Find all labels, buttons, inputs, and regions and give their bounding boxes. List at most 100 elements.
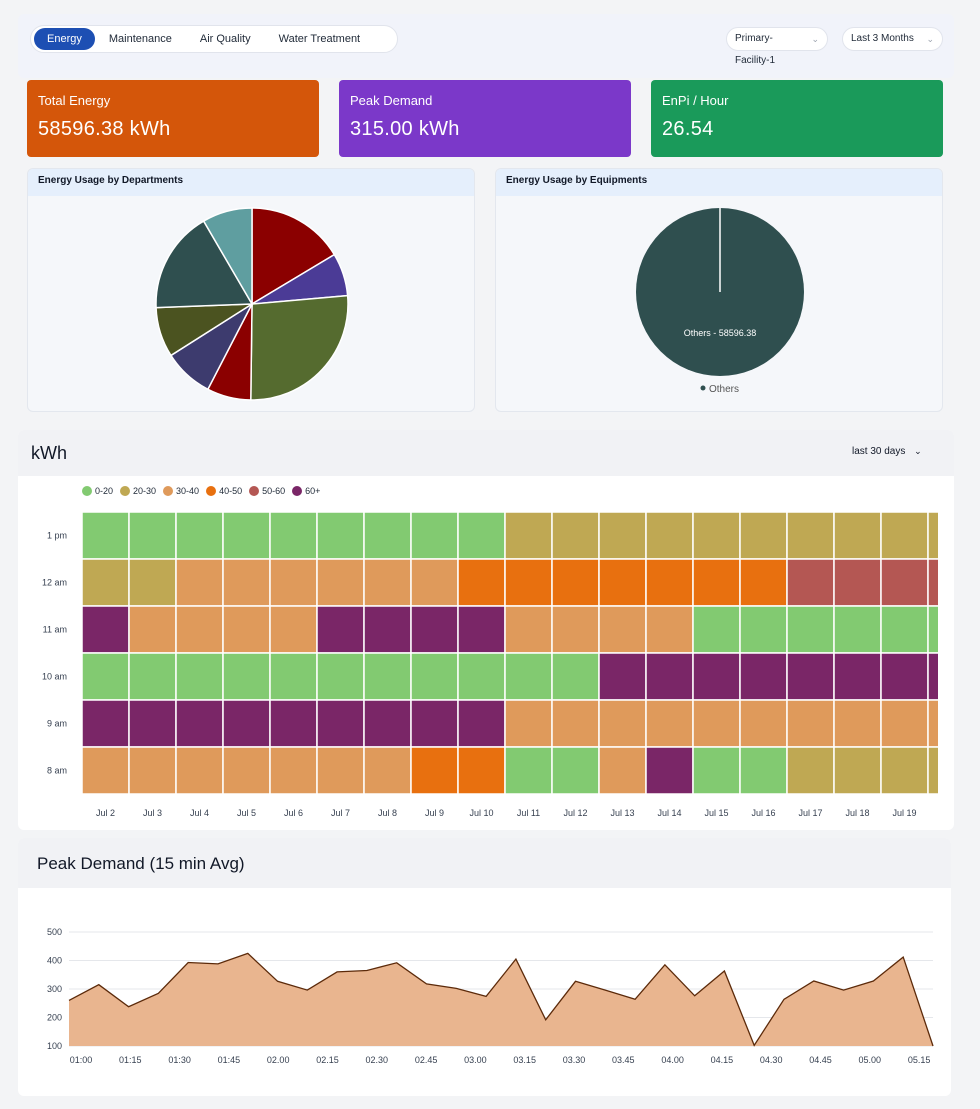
- heatmap-cell[interactable]: [175, 605, 224, 654]
- heatmap-cell[interactable]: [222, 511, 271, 560]
- heatmap-cell[interactable]: [692, 605, 741, 654]
- data-point[interactable]: [781, 996, 787, 1002]
- heatmap-cell[interactable]: [927, 746, 954, 795]
- heatmap-cell[interactable]: [410, 746, 459, 795]
- data-point[interactable]: [543, 1017, 549, 1023]
- heatmap-cell[interactable]: [598, 652, 647, 701]
- heatmap-cell[interactable]: [128, 699, 177, 748]
- data-point[interactable]: [602, 987, 608, 993]
- heatmap-cell[interactable]: [598, 605, 647, 654]
- pie-slice-0[interactable]: [251, 207, 336, 306]
- heatmap-cell[interactable]: [786, 605, 835, 654]
- heatmap-cell[interactable]: [128, 746, 177, 795]
- tab-water-treatment[interactable]: Water Treatment: [278, 33, 361, 45]
- heatmap-cell[interactable]: [786, 699, 835, 748]
- heatmap-cell[interactable]: [504, 699, 553, 748]
- heatmap-cell[interactable]: [927, 605, 954, 654]
- legend-item[interactable]: 0-20: [82, 486, 113, 496]
- heatmap-cell[interactable]: [880, 605, 929, 654]
- heatmap-cell[interactable]: [363, 652, 412, 701]
- heatmap-cell[interactable]: [551, 699, 600, 748]
- data-point[interactable]: [841, 987, 847, 993]
- data-point[interactable]: [513, 956, 519, 962]
- data-point[interactable]: [424, 981, 430, 987]
- heatmap-cell[interactable]: [316, 511, 365, 560]
- heatmap-cell[interactable]: [175, 652, 224, 701]
- heatmap-cell[interactable]: [316, 558, 365, 607]
- heatmap-cell[interactable]: [410, 605, 459, 654]
- legend-item[interactable]: 40-50: [206, 486, 242, 496]
- heatmap-cell[interactable]: [128, 558, 177, 607]
- heatmap-cell[interactable]: [645, 558, 694, 607]
- heatmap-cell[interactable]: [316, 699, 365, 748]
- heatmap-cell[interactable]: [786, 652, 835, 701]
- heatmap-cell[interactable]: [551, 558, 600, 607]
- heatmap-cell[interactable]: [82, 699, 130, 748]
- heatmap-cell[interactable]: [457, 652, 506, 701]
- heatmap-cell[interactable]: [175, 511, 224, 560]
- data-point[interactable]: [632, 996, 638, 1002]
- heatmap-cell[interactable]: [82, 746, 130, 795]
- heatmap-cell[interactable]: [504, 746, 553, 795]
- legend-label[interactable]: Others: [709, 384, 739, 395]
- heatmap-cell[interactable]: [175, 558, 224, 607]
- data-point[interactable]: [751, 1042, 757, 1048]
- data-point[interactable]: [692, 993, 698, 999]
- heatmap-cell[interactable]: [175, 699, 224, 748]
- data-point[interactable]: [66, 997, 72, 1003]
- legend-item[interactable]: 30-40: [163, 486, 199, 496]
- heatmap-cell[interactable]: [833, 558, 882, 607]
- heatmap-cell[interactable]: [551, 511, 600, 560]
- heatmap-cell[interactable]: [82, 605, 130, 654]
- heatmap-cell[interactable]: [833, 511, 882, 560]
- heatmap-cell[interactable]: [880, 652, 929, 701]
- heatmap-cell[interactable]: [786, 746, 835, 795]
- heatmap-cell[interactable]: [222, 699, 271, 748]
- data-point[interactable]: [96, 982, 102, 988]
- heatmap-cell[interactable]: [457, 699, 506, 748]
- data-point[interactable]: [721, 968, 727, 974]
- heatmap-cell[interactable]: [598, 558, 647, 607]
- heatmap-cell[interactable]: [880, 511, 929, 560]
- heatmap-cell[interactable]: [82, 511, 130, 560]
- heatmap-cell[interactable]: [504, 558, 553, 607]
- heatmap-cell[interactable]: [82, 652, 130, 701]
- heatmap-cell[interactable]: [504, 652, 553, 701]
- data-point[interactable]: [453, 985, 459, 991]
- heatmap-cell[interactable]: [269, 511, 318, 560]
- heatmap-cell[interactable]: [82, 558, 130, 607]
- data-point[interactable]: [870, 978, 876, 984]
- data-point[interactable]: [900, 954, 906, 960]
- heatmap-cell[interactable]: [927, 652, 954, 701]
- heatmap-cell[interactable]: [786, 511, 835, 560]
- heatmap-cell[interactable]: [833, 652, 882, 701]
- heatmap-cell[interactable]: [175, 746, 224, 795]
- tab-energy[interactable]: Energy: [34, 28, 95, 50]
- heatmap-cell[interactable]: [692, 746, 741, 795]
- heatmap-cell[interactable]: [363, 746, 412, 795]
- facility-select[interactable]: Primary-Facility-1 ⌄: [726, 27, 828, 66]
- heatmap-cell[interactable]: [692, 699, 741, 748]
- heatmap-cell[interactable]: [269, 605, 318, 654]
- heatmap-cell[interactable]: [269, 558, 318, 607]
- heatmap-cell[interactable]: [786, 558, 835, 607]
- data-point[interactable]: [275, 978, 281, 984]
- pie-slice-7[interactable]: [202, 207, 253, 307]
- range-select[interactable]: Last 3 Months ⌄: [842, 27, 943, 51]
- heatmap-cell[interactable]: [457, 605, 506, 654]
- data-point[interactable]: [126, 1004, 132, 1010]
- heatmap-cell[interactable]: [222, 652, 271, 701]
- heatmap-cell[interactable]: [598, 699, 647, 748]
- heatmap-cell[interactable]: [551, 652, 600, 701]
- heatmap-cell[interactable]: [269, 652, 318, 701]
- heatmap-cell[interactable]: [833, 746, 882, 795]
- legend-item[interactable]: 20-30: [120, 486, 156, 496]
- heatmap-cell[interactable]: [645, 605, 694, 654]
- heatmap-cell[interactable]: [457, 511, 506, 560]
- data-point[interactable]: [811, 978, 817, 984]
- heatmap-cell[interactable]: [880, 746, 929, 795]
- heatmap-cell[interactable]: [269, 746, 318, 795]
- heatmap-cell[interactable]: [692, 652, 741, 701]
- data-point[interactable]: [155, 990, 161, 996]
- heatmap-cell[interactable]: [504, 511, 553, 560]
